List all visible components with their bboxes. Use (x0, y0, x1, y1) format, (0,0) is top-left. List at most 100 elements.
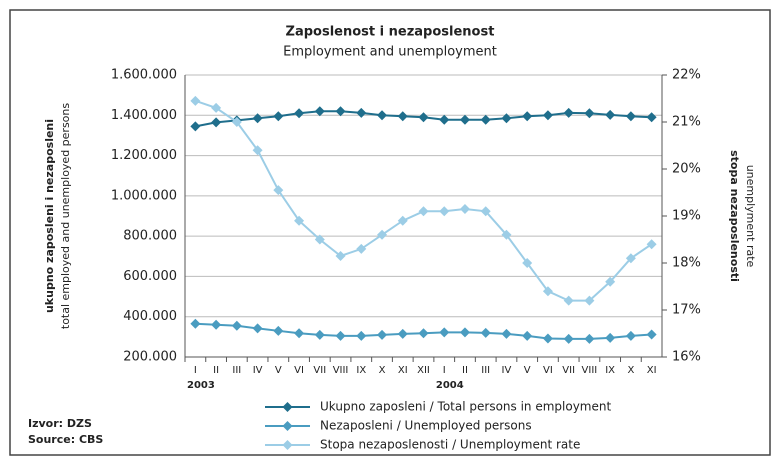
source: Izvor: DZS (28, 417, 92, 430)
marker (584, 333, 595, 344)
marker (439, 114, 450, 125)
marker (501, 328, 512, 339)
marker (314, 106, 325, 117)
marker (397, 215, 408, 226)
x-tick-label: VI (294, 365, 304, 376)
marker (522, 258, 533, 268)
marker (252, 113, 263, 124)
marker (211, 319, 222, 330)
marker (190, 318, 201, 329)
marker (584, 295, 595, 306)
y-sublabel: total employed and unemployed persons (59, 103, 72, 330)
marker (294, 328, 305, 339)
y2-sublabel: unemplyment rate (744, 165, 757, 268)
marker (211, 117, 222, 128)
marker (190, 95, 201, 106)
marker (625, 111, 636, 122)
marker (522, 111, 533, 122)
legend-marker (282, 402, 293, 412)
x-tick-label: VIII (333, 365, 349, 376)
x-tick-label: II (213, 365, 219, 376)
marker (646, 239, 657, 250)
x-tick-label: I (194, 365, 197, 376)
marker (584, 108, 595, 119)
y-tick-label: 1.200.000 (111, 148, 177, 163)
marker (480, 327, 491, 338)
x-tick-label: III (232, 365, 241, 376)
marker (501, 113, 512, 124)
marker (356, 330, 367, 341)
marker (418, 328, 429, 339)
y2-label: stopa nezaposlenosti (728, 150, 741, 282)
marker (418, 112, 429, 123)
y2-tick-label: 16% (672, 350, 701, 365)
x-tick-label: V (275, 365, 282, 376)
marker (397, 111, 408, 122)
marker (459, 114, 470, 125)
marker (459, 327, 470, 338)
marker (480, 114, 491, 125)
marker (605, 276, 616, 287)
legend-marker (282, 421, 293, 431)
y-tick-label: 1.600.000 (111, 68, 177, 83)
marker (646, 112, 657, 123)
marker (439, 327, 450, 338)
marker (335, 106, 346, 117)
x-tick-label: IV (502, 365, 512, 376)
x-tick-label: XI (647, 365, 657, 376)
x-tick-label: II (462, 365, 468, 376)
x-tick-label: XII (417, 365, 430, 376)
x-tick-label: IV (253, 365, 263, 376)
marker (542, 110, 553, 121)
y2-tick-label: 19% (672, 209, 701, 224)
marker (190, 121, 201, 132)
x-tick-label: III (481, 365, 490, 376)
marker (273, 185, 284, 196)
x-tick-label: V (524, 365, 531, 376)
marker (231, 320, 242, 331)
marker (273, 111, 284, 122)
x-tick-label: VII (313, 365, 326, 376)
y-tick-label: 1.000.000 (111, 188, 177, 203)
y2-tick-label: 18% (672, 256, 701, 271)
marker (231, 117, 242, 127)
x-tick-label: XI (398, 365, 408, 376)
year-label: 2003 (187, 380, 215, 391)
marker (605, 109, 616, 120)
marker (294, 215, 305, 226)
x-tick-label: I (443, 365, 446, 376)
legend-label: Nezaposleni / Unemployed persons (320, 419, 532, 433)
marker (625, 330, 636, 341)
x-tick-label: VII (562, 365, 575, 376)
x-tick-label: X (627, 365, 634, 376)
legend-label: Ukupno zaposleni / Total persons in empl… (320, 400, 611, 414)
x-tick-label: VI (543, 365, 553, 376)
marker (397, 328, 408, 339)
marker (314, 234, 325, 245)
y-tick-label: 800.000 (123, 229, 177, 244)
marker (418, 206, 429, 217)
marker (294, 108, 305, 119)
marker (314, 329, 325, 340)
marker (356, 107, 367, 118)
x-tick-label: VIII (582, 365, 598, 376)
y2-tick-label: 20% (672, 162, 701, 177)
marker (646, 329, 657, 340)
marker (335, 330, 346, 341)
marker (356, 243, 367, 254)
chart-title: Zaposlenost i nezaposlenost (286, 25, 495, 40)
x-tick-label: IX (356, 365, 366, 376)
y2-tick-label: 22% (672, 68, 701, 83)
marker (439, 206, 450, 217)
marker (211, 102, 222, 113)
marker (377, 110, 388, 121)
marker (563, 295, 574, 306)
marker (522, 330, 533, 341)
source: Source: CBS (28, 433, 103, 446)
year-label: 2004 (436, 380, 464, 391)
y-tick-label: 1.400.000 (111, 108, 177, 123)
y-tick-label: 600.000 (123, 269, 177, 284)
marker (252, 145, 263, 156)
legend-marker (282, 440, 293, 450)
marker (377, 229, 388, 240)
